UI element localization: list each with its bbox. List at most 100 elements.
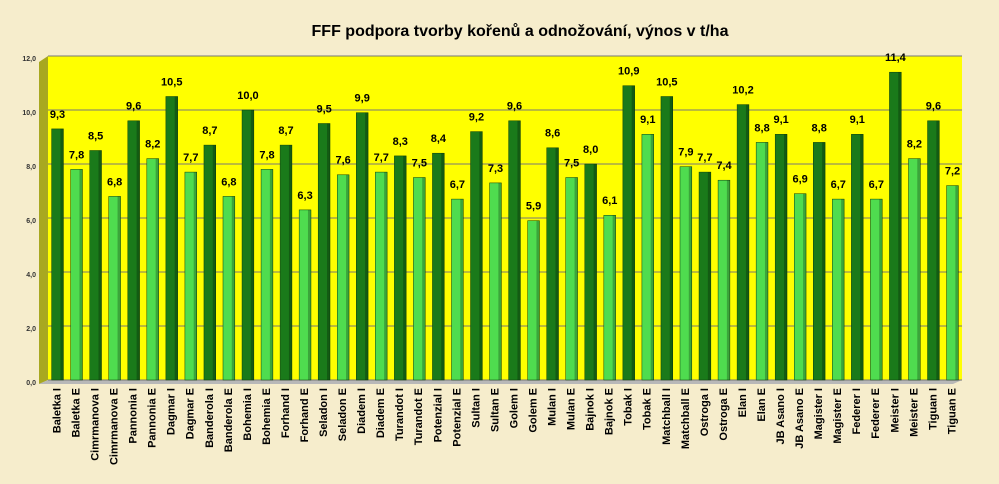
bar-shade (307, 209, 311, 380)
bar (413, 177, 426, 381)
x-tick-label: JB Asano E (794, 388, 806, 449)
value-label: 6,1 (602, 195, 617, 207)
bar (641, 134, 654, 381)
x-tick-label: Dagmar E (185, 388, 197, 439)
x-tick-label: Federer E (870, 388, 882, 439)
x-tick-label: Bohemia E (261, 388, 273, 445)
x-tick-label: Golem I (508, 388, 520, 428)
bar-shade (98, 150, 102, 380)
bar-shade (917, 158, 921, 380)
value-label: 10,5 (161, 76, 182, 88)
bar-shade (117, 196, 121, 380)
x-tick-label: Cimrmanova I (90, 388, 102, 461)
bar (241, 109, 255, 381)
bar (622, 85, 635, 381)
x-tick-label: Potenzial I (432, 388, 444, 442)
bar-shade (60, 128, 64, 380)
x-tick-label: Mulan E (566, 388, 578, 430)
value-label: 7,5 (412, 157, 427, 169)
value-label: 11,4 (885, 52, 907, 64)
bar-shade (860, 134, 864, 380)
x-tick-label: Potenzial E (451, 388, 463, 447)
bar-shade (593, 164, 597, 380)
x-tick-label: Tobak E (642, 388, 654, 430)
bar-shade (574, 177, 578, 380)
x-tick-label: Turandot I (394, 388, 406, 441)
value-label: 8,7 (202, 125, 217, 137)
x-tick-label: Magister I (813, 388, 825, 439)
bar (375, 171, 388, 381)
value-label: 8,6 (545, 128, 560, 140)
bar-shade (250, 110, 254, 380)
bar-shade (555, 147, 559, 380)
bar (584, 163, 597, 381)
bar-shade (879, 199, 883, 380)
x-tick-label: Elan E (756, 388, 768, 422)
bar (279, 144, 293, 381)
x-tick-label: Sultan I (470, 388, 482, 428)
bar-shade (669, 96, 673, 380)
bar-shade (136, 120, 140, 381)
x-tick-label: Matchball E (680, 388, 692, 449)
x-tick-label: Seladon I (318, 388, 330, 437)
bar-shade (688, 166, 692, 380)
y-tick-label: 6,0 (26, 218, 36, 225)
bar-shade (403, 155, 407, 380)
bar (870, 198, 883, 381)
bar (660, 96, 674, 381)
bar (813, 142, 826, 381)
bar (89, 150, 102, 381)
x-tick-label: Ostroga I (699, 388, 711, 436)
bar-shade (346, 174, 350, 380)
bar (565, 177, 578, 381)
x-tick-label: Elan I (737, 388, 749, 417)
bar-shade (841, 199, 845, 380)
x-tick-label: Diadem E (375, 388, 387, 438)
bar (698, 171, 712, 381)
value-label: 10,9 (618, 66, 639, 78)
bar (679, 166, 693, 381)
value-label: 10,0 (237, 90, 258, 102)
bar-shade (174, 96, 178, 380)
bar (717, 179, 731, 381)
bar (927, 120, 940, 381)
value-label: 8,7 (278, 125, 293, 137)
x-tick-label: Pannonia I (128, 388, 140, 444)
x-tick-label: Baletka E (70, 388, 82, 438)
bar-shade (898, 72, 902, 380)
bar (298, 209, 312, 381)
value-label: 9,1 (850, 114, 865, 126)
value-label: 5,9 (526, 201, 541, 213)
value-label: 8,4 (431, 133, 447, 145)
bar-shade (384, 172, 388, 380)
value-label: 6,3 (297, 190, 312, 202)
bar-shade (441, 153, 445, 380)
bar (108, 196, 121, 381)
value-label: 8,8 (812, 122, 827, 134)
value-label: 6,7 (450, 179, 465, 191)
y-tick-label: 4,0 (26, 272, 36, 279)
value-label: 6,8 (107, 176, 122, 188)
value-label: 10,2 (732, 85, 753, 97)
bar-shade (936, 120, 940, 381)
bar (432, 152, 445, 381)
value-label: 8,5 (88, 130, 103, 142)
x-tick-label: Magister E (832, 388, 844, 444)
bar (508, 120, 521, 381)
bar-shade (193, 172, 197, 380)
value-label: 7,8 (69, 149, 84, 161)
bar-shade (955, 185, 959, 380)
x-tick-label: Ostroga E (718, 388, 730, 441)
bar (356, 112, 369, 381)
bar (774, 134, 788, 381)
bar-shade (764, 142, 768, 380)
bar (489, 182, 502, 381)
bar (546, 147, 559, 381)
bar-shade (231, 196, 235, 380)
value-label: 6,8 (221, 176, 236, 188)
bar (851, 134, 864, 381)
value-label: 6,7 (831, 179, 846, 191)
y-tick-label: 8,0 (26, 164, 36, 171)
bar-shade (79, 169, 83, 380)
